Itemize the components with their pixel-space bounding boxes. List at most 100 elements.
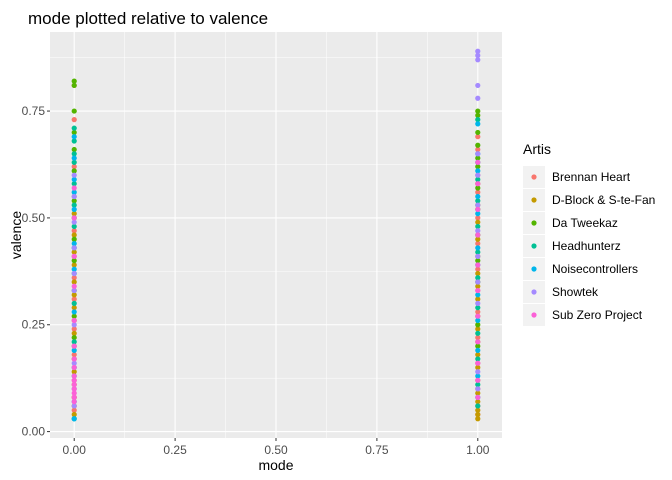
data-point xyxy=(71,228,77,234)
data-point xyxy=(71,219,77,225)
legend-label: Noisecontrollers xyxy=(552,262,638,276)
data-point xyxy=(71,215,77,221)
data-point xyxy=(475,108,481,114)
data-point xyxy=(71,223,77,230)
data-point xyxy=(475,407,481,413)
grid-lines xyxy=(50,32,502,438)
data-point xyxy=(71,185,77,191)
data-point xyxy=(475,296,481,302)
data-point xyxy=(71,117,77,123)
data-point xyxy=(475,159,481,165)
data-point xyxy=(71,151,77,157)
data-point xyxy=(71,352,77,358)
legend-key-marker xyxy=(531,174,537,180)
series-showtek xyxy=(71,48,481,409)
data-point xyxy=(475,134,481,140)
data-point xyxy=(71,369,77,375)
data-point xyxy=(475,381,481,388)
data-point xyxy=(71,211,77,217)
data-point xyxy=(475,262,481,268)
data-point xyxy=(475,95,481,101)
legend-label: Showtek xyxy=(552,285,599,299)
legend-key-marker xyxy=(531,220,537,226)
legend: Artis Brennan Heart D-Block & S-te-Fan Da … xyxy=(523,141,655,326)
data-point xyxy=(71,146,77,153)
data-point xyxy=(475,287,481,294)
legend-item: D-Block & S-te-Fan xyxy=(523,189,655,211)
data-point xyxy=(475,249,481,255)
data-point xyxy=(71,159,77,165)
legend-item: Brennan Heart xyxy=(523,166,631,188)
legend-label: Headhunterz xyxy=(552,239,621,253)
data-point xyxy=(475,236,481,242)
data-point xyxy=(71,360,77,366)
data-point xyxy=(71,240,77,247)
data-point xyxy=(71,262,77,268)
data-point xyxy=(475,322,481,328)
data-point xyxy=(475,219,481,225)
data-point xyxy=(71,339,77,345)
legend-item: Sub Zero Project xyxy=(523,304,643,326)
data-point xyxy=(71,168,77,174)
data-point xyxy=(71,326,77,332)
data-point xyxy=(71,347,77,353)
data-point xyxy=(475,313,481,319)
data-point xyxy=(475,292,481,298)
data-point xyxy=(475,48,481,54)
data-point xyxy=(475,386,481,392)
data-point xyxy=(475,202,481,208)
data-point xyxy=(71,386,77,392)
data-point xyxy=(71,381,77,388)
data-point xyxy=(475,275,481,281)
data-point xyxy=(71,245,77,251)
data-point xyxy=(475,253,481,259)
y-tick-label: 0.25 xyxy=(22,318,46,332)
data-point xyxy=(71,258,77,264)
data-point xyxy=(475,112,481,118)
data-point xyxy=(475,57,481,63)
data-point xyxy=(475,416,481,422)
data-point xyxy=(475,317,481,324)
data-point xyxy=(71,334,77,341)
legend-key-marker xyxy=(531,266,537,272)
data-point xyxy=(71,305,77,311)
data-point xyxy=(475,232,481,238)
legend-item: Da Tweekaz xyxy=(523,212,618,234)
data-point xyxy=(71,125,77,131)
data-point xyxy=(71,82,77,89)
legend-title: Artis xyxy=(523,141,551,157)
data-point xyxy=(475,121,481,127)
data-point xyxy=(475,394,481,400)
data-point xyxy=(475,146,481,153)
data-point xyxy=(71,189,77,195)
data-point xyxy=(71,390,77,396)
legend-key-marker xyxy=(531,312,537,318)
data-point xyxy=(475,334,481,341)
legend-key-marker xyxy=(531,289,537,295)
data-point xyxy=(475,373,481,379)
data-point xyxy=(71,317,77,324)
y-tick-label: 0.50 xyxy=(22,211,46,225)
data-point xyxy=(71,164,77,170)
data-point xyxy=(475,181,481,187)
data-point xyxy=(475,309,481,315)
data-point xyxy=(71,236,77,242)
data-point xyxy=(475,52,481,59)
data-point xyxy=(475,206,481,212)
data-point xyxy=(71,155,77,161)
data-point xyxy=(71,181,77,187)
legend-item: Showtek xyxy=(523,281,599,303)
legend-label: Brennan Heart xyxy=(552,170,631,184)
data-point xyxy=(475,164,481,170)
series-sub-zero-project xyxy=(71,159,481,405)
data-point xyxy=(475,211,481,217)
chart-title: mode plotted relative to valence xyxy=(28,9,268,28)
data-point xyxy=(71,313,77,319)
x-tick-label: 1.00 xyxy=(466,443,490,457)
data-point xyxy=(475,185,481,191)
data-point xyxy=(71,108,77,114)
data-point xyxy=(71,356,77,362)
data-point xyxy=(71,322,77,328)
data-point xyxy=(71,270,77,277)
data-point xyxy=(71,287,77,294)
